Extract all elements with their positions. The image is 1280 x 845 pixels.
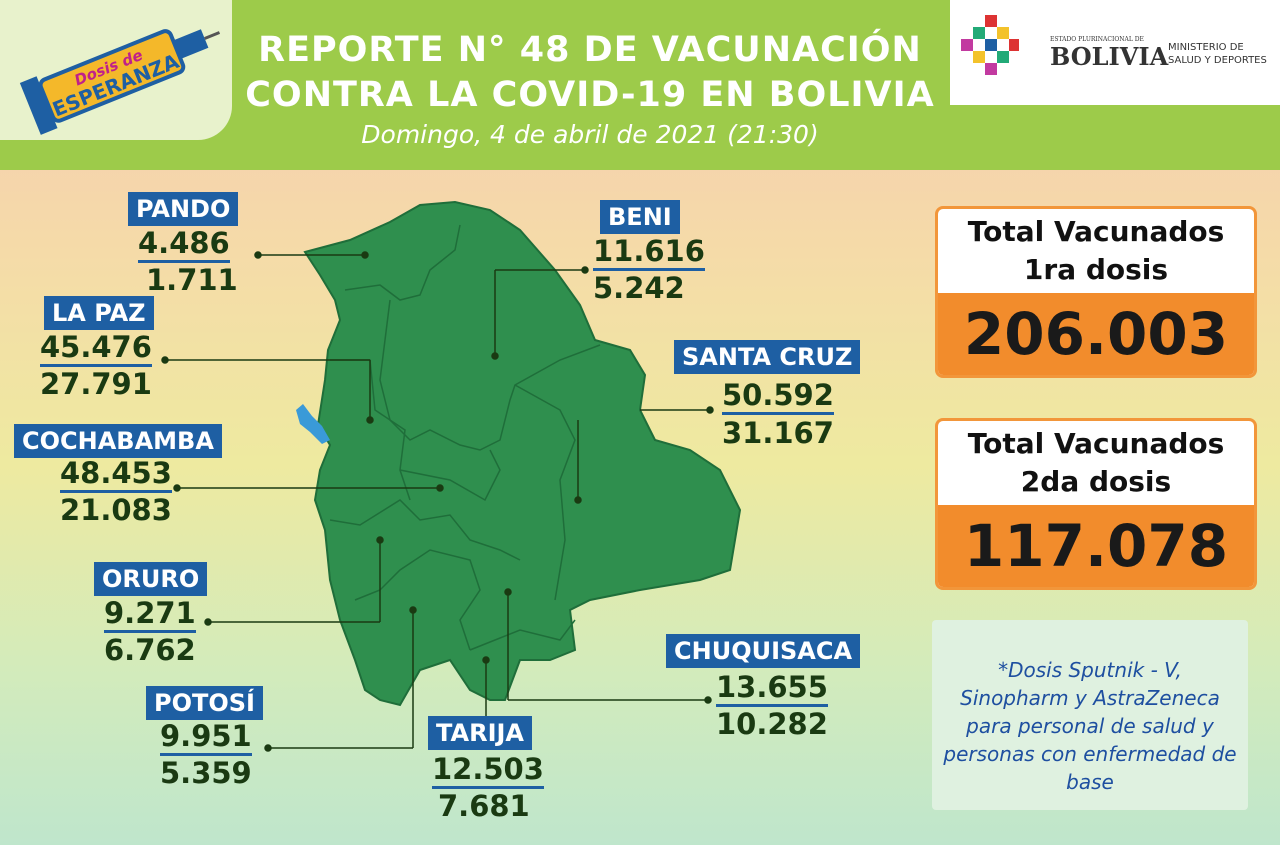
total-first-label-line-2: 1ra dosis: [1023, 253, 1169, 286]
dept-label-cochabamba: COCHABAMBA: [14, 424, 222, 458]
dept-first-dose-cochabamba: 48.453: [60, 456, 172, 493]
total-second-dose-card: Total Vacunados 2da dosis 117.078: [935, 418, 1257, 590]
vaccine-note: *Dosis Sputnik - V, Sinopharm y AstraZen…: [932, 620, 1248, 810]
dept-second-dose-la-paz: 27.791: [40, 367, 152, 401]
page-title: REPORTE N° 48 DE VACUNACIÓN CONTRA LA CO…: [240, 28, 940, 118]
total-second-dose-label: Total Vacunados 2da dosis: [938, 421, 1254, 505]
syringe-icon: Dosis de ESPERANZA: [19, 29, 221, 135]
dept-second-dose-pando: 1.711: [146, 263, 238, 297]
dept-first-dose-oruro: 9.271: [104, 596, 196, 633]
dept-label-potosi: POTOSÍ: [146, 686, 263, 720]
vaccine-note-text: *Dosis Sputnik - V, Sinopharm y AstraZen…: [943, 658, 1237, 794]
leader-lines: [161, 251, 714, 752]
report-date: Domingo, 4 de abril de 2021 (21:30): [361, 120, 819, 149]
gov-subtitle: ESTADO PLURINACIONAL DE: [1050, 36, 1144, 43]
ministry-line-1: MINISTERIO DE: [1168, 42, 1244, 53]
title-line-1: REPORTE N° 48 DE VACUNACIÓN: [258, 30, 922, 70]
dept-label-pando: PANDO: [128, 192, 239, 226]
dept-second-dose-oruro: 6.762: [104, 633, 196, 667]
bolivia-emblem-icon: [961, 15, 1019, 75]
dept-second-dose-cochabamba: 21.083: [60, 493, 172, 527]
dept-second-dose-potosi: 5.359: [160, 756, 252, 790]
dept-label-tarija: TARIJA: [428, 716, 532, 750]
dept-second-dose-beni: 5.242: [593, 271, 685, 305]
title-line-2: CONTRA LA COVID-19 EN BOLIVIA: [245, 75, 935, 115]
dept-first-dose-pando: 4.486: [138, 226, 230, 263]
dept-second-dose-chuquisaca: 10.282: [716, 707, 828, 741]
total-first-dose-card: Total Vacunados 1ra dosis 206.003: [935, 206, 1257, 378]
dept-first-dose-potosi: 9.951: [160, 719, 252, 756]
gov-name: BOLIVIA: [1050, 42, 1169, 71]
government-logo-box: ESTADO PLURINACIONAL DE BOLIVIA MINISTER…: [950, 0, 1280, 105]
ministry-line-2: SALUD Y DEPORTES: [1168, 55, 1267, 66]
dept-label-beni: BENI: [600, 200, 680, 234]
total-first-dose-label: Total Vacunados 1ra dosis: [938, 209, 1254, 293]
campaign-logo: Dosis de ESPERANZA: [0, 0, 232, 140]
dept-label-oruro: ORURO: [94, 562, 208, 596]
dept-label-la-paz: LA PAZ: [44, 296, 154, 330]
dept-first-dose-tarija: 12.503: [432, 752, 544, 789]
dept-second-dose-santa-cruz: 31.167: [722, 416, 834, 450]
department-borders: [329, 224, 601, 651]
lake-titicaca: [296, 404, 330, 444]
dept-first-dose-beni: 11.616: [593, 234, 705, 271]
bolivia-silhouette: [303, 200, 742, 707]
total-second-label-line-2: 2da dosis: [1020, 465, 1172, 498]
dept-second-dose-tarija: 7.681: [438, 789, 530, 823]
dept-label-santa-cruz: SANTA CRUZ: [674, 340, 861, 374]
total-first-label-line-1: Total Vacunados: [967, 215, 1225, 248]
total-second-label-line-1: Total Vacunados: [967, 427, 1225, 460]
dept-first-dose-santa-cruz: 50.592: [722, 378, 834, 415]
dept-first-dose-la-paz: 45.476: [40, 330, 152, 367]
dept-first-dose-chuquisaca: 13.655: [716, 670, 828, 707]
dept-label-chuquisaca: CHUQUISACA: [666, 634, 861, 668]
total-first-dose-value: 206.003: [938, 293, 1254, 375]
total-second-dose-value: 117.078: [938, 505, 1254, 587]
